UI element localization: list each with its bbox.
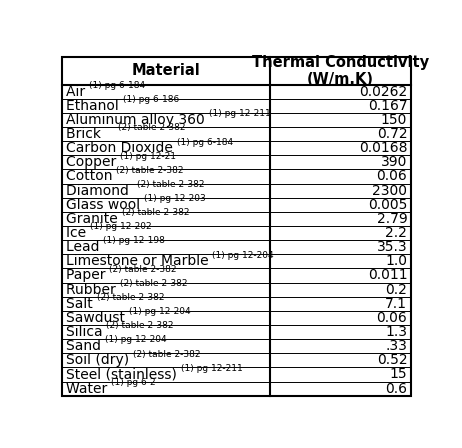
Text: 0.2: 0.2: [385, 283, 407, 297]
Text: Aluminum alloy 360: Aluminum alloy 360: [66, 113, 209, 127]
Text: Diamond: Diamond: [66, 184, 137, 198]
Text: (1) pg 6-186: (1) pg 6-186: [122, 95, 179, 104]
Text: Glass wool: Glass wool: [66, 198, 144, 212]
Text: (1) pg 12-21: (1) pg 12-21: [120, 152, 176, 161]
Text: (1) pg 12-211: (1) pg 12-211: [209, 109, 270, 118]
Text: 2.79: 2.79: [377, 212, 407, 226]
Text: (2) table 2-382: (2) table 2-382: [122, 208, 189, 217]
Text: .33: .33: [385, 339, 407, 353]
Text: Lead: Lead: [66, 240, 103, 254]
Text: (2) table 2-382: (2) table 2-382: [118, 123, 186, 132]
Text: Soil (dry): Soil (dry): [66, 353, 133, 367]
Text: Paper: Paper: [66, 268, 109, 282]
Text: (2) table 2-382: (2) table 2-382: [120, 279, 187, 288]
Text: 0.72: 0.72: [377, 127, 407, 141]
Text: 0.0262: 0.0262: [359, 85, 407, 99]
Text: (1) pg 12-204: (1) pg 12-204: [105, 336, 166, 345]
Text: 0.06: 0.06: [377, 311, 407, 325]
Text: Brick: Brick: [66, 127, 118, 141]
Text: Material: Material: [132, 63, 201, 78]
Text: 2.2: 2.2: [385, 226, 407, 240]
Text: Silica: Silica: [66, 325, 107, 339]
Text: 0.6: 0.6: [385, 382, 407, 396]
Text: (2) table 2-382: (2) table 2-382: [107, 321, 174, 330]
Text: 150: 150: [381, 113, 407, 127]
Text: (1) pg 12-211: (1) pg 12-211: [181, 364, 243, 373]
Text: Ethanol: Ethanol: [66, 99, 122, 113]
Text: Air: Air: [66, 85, 89, 99]
Text: Copper: Copper: [66, 155, 120, 169]
Text: (2) table 2-382: (2) table 2-382: [109, 265, 177, 274]
Text: Carbon Dioxide: Carbon Dioxide: [66, 141, 177, 155]
Text: (1) pg 6-184: (1) pg 6-184: [89, 81, 145, 90]
Text: (2) table 2-382: (2) table 2-382: [137, 180, 205, 189]
Text: (1) pg 12-204: (1) pg 12-204: [129, 307, 190, 316]
Text: (1) pg 12-202: (1) pg 12-202: [90, 222, 152, 231]
Text: (1) pg 12-198: (1) pg 12-198: [103, 237, 165, 246]
Text: (2) table 2-382: (2) table 2-382: [133, 349, 201, 358]
Text: Sawdust: Sawdust: [66, 311, 129, 325]
Text: 0.52: 0.52: [377, 353, 407, 367]
Text: 2300: 2300: [372, 184, 407, 198]
Text: 0.0168: 0.0168: [359, 141, 407, 155]
Text: (1) pg 12-203: (1) pg 12-203: [144, 194, 206, 203]
Text: 15: 15: [389, 367, 407, 381]
Text: 1.3: 1.3: [385, 325, 407, 339]
Text: Thermal Conductivity
(W/m.K): Thermal Conductivity (W/m.K): [252, 55, 429, 87]
Text: Salt: Salt: [66, 297, 97, 311]
Text: 390: 390: [381, 155, 407, 169]
Text: 0.167: 0.167: [368, 99, 407, 113]
Text: 7.1: 7.1: [385, 297, 407, 311]
Text: (1) pg 12-204: (1) pg 12-204: [213, 250, 274, 260]
Text: 0.005: 0.005: [368, 198, 407, 212]
Text: Rubber: Rubber: [66, 283, 120, 297]
Text: 35.3: 35.3: [377, 240, 407, 254]
Text: 0.06: 0.06: [377, 169, 407, 184]
Text: Granite: Granite: [66, 212, 122, 226]
Text: 1.0: 1.0: [385, 254, 407, 268]
Text: Cotton: Cotton: [66, 169, 116, 184]
Text: Water: Water: [66, 382, 111, 396]
Text: Steel (stainless): Steel (stainless): [66, 367, 181, 381]
Text: (1) pg 6-2: (1) pg 6-2: [111, 378, 156, 387]
Text: Limestone or Marble: Limestone or Marble: [66, 254, 213, 268]
Text: (2) table 2-382: (2) table 2-382: [116, 166, 184, 175]
Text: (1) pg 6-184: (1) pg 6-184: [177, 138, 233, 146]
Text: Sand: Sand: [66, 339, 105, 353]
Text: (2) table 2-382: (2) table 2-382: [97, 293, 164, 302]
Text: Ice: Ice: [66, 226, 90, 240]
Text: 0.011: 0.011: [368, 268, 407, 282]
